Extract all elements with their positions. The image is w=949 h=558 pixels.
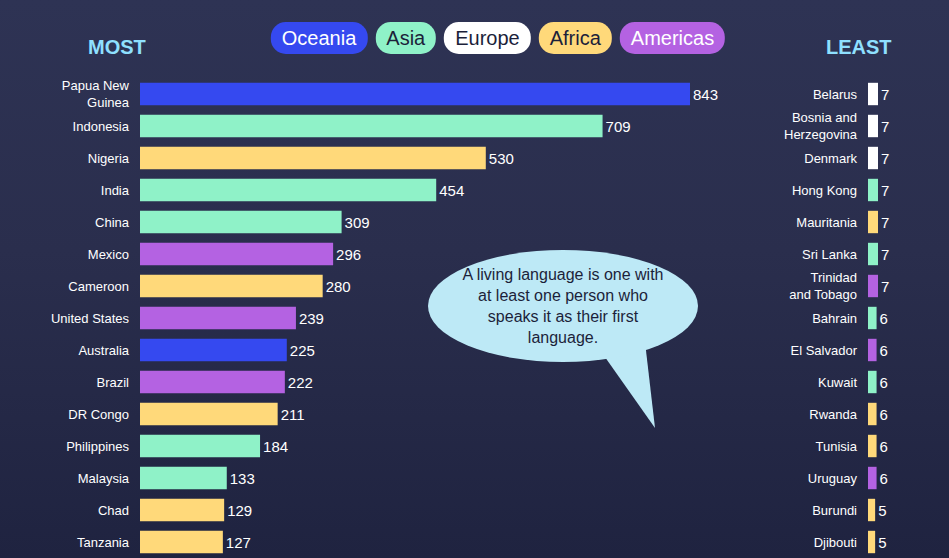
svg-text:5: 5 bbox=[878, 534, 886, 551]
svg-text:Cameroon: Cameroon bbox=[68, 279, 129, 294]
svg-text:7: 7 bbox=[881, 278, 889, 295]
svg-text:Trinidadand Tobago: Trinidadand Tobago bbox=[789, 270, 857, 302]
svg-text:India: India bbox=[101, 183, 130, 198]
svg-text:6: 6 bbox=[880, 438, 888, 455]
svg-text:El Salvador: El Salvador bbox=[791, 343, 858, 358]
svg-text:6: 6 bbox=[880, 406, 888, 423]
svg-text:Brazil: Brazil bbox=[96, 375, 129, 390]
svg-text:129: 129 bbox=[227, 502, 252, 519]
svg-text:7: 7 bbox=[881, 246, 889, 263]
svg-text:Mauritania: Mauritania bbox=[796, 215, 857, 230]
html-text:Asia: Asia bbox=[386, 27, 426, 49]
svg-text:Djibouti: Djibouti bbox=[814, 535, 857, 550]
svg-text:Belarus: Belarus bbox=[813, 87, 858, 102]
svg-text:225: 225 bbox=[290, 342, 315, 359]
svg-text:China: China bbox=[95, 215, 130, 230]
svg-text:5: 5 bbox=[878, 502, 886, 519]
html-text:MOST: MOST bbox=[88, 36, 146, 58]
svg-text:Hong Kong: Hong Kong bbox=[792, 183, 857, 198]
svg-text:Burundi: Burundi bbox=[812, 503, 857, 518]
svg-text:Bahrain: Bahrain bbox=[812, 311, 857, 326]
svg-text:Mexico: Mexico bbox=[88, 247, 129, 262]
svg-text:454: 454 bbox=[439, 182, 464, 199]
svg-text:7: 7 bbox=[881, 118, 889, 135]
svg-text:6: 6 bbox=[880, 342, 888, 359]
svg-text:Rwanda: Rwanda bbox=[809, 407, 857, 422]
html-text:Europe: Europe bbox=[455, 27, 520, 49]
svg-text:Nigeria: Nigeria bbox=[88, 151, 130, 166]
svg-text:7: 7 bbox=[881, 150, 889, 167]
html-text:Africa: Africa bbox=[549, 27, 601, 49]
svg-text:280: 280 bbox=[326, 278, 351, 295]
svg-text:184: 184 bbox=[263, 438, 288, 455]
svg-text:Papua NewGuinea: Papua NewGuinea bbox=[62, 78, 130, 110]
svg-text:6: 6 bbox=[880, 374, 888, 391]
svg-text:Sri Lanka: Sri Lanka bbox=[802, 247, 858, 262]
svg-text:Uruguay: Uruguay bbox=[808, 471, 858, 486]
svg-text:133: 133 bbox=[230, 470, 255, 487]
svg-text:309: 309 bbox=[345, 214, 370, 231]
svg-text:211: 211 bbox=[281, 406, 305, 423]
svg-text:7: 7 bbox=[881, 182, 889, 199]
svg-text:Denmark: Denmark bbox=[804, 151, 857, 166]
svg-text:Bosnia andHerzegovina: Bosnia andHerzegovina bbox=[784, 110, 858, 142]
svg-text:DR Congo: DR Congo bbox=[68, 407, 129, 422]
svg-text:843: 843 bbox=[693, 86, 718, 103]
svg-text:Philippines: Philippines bbox=[66, 439, 129, 454]
svg-text:7: 7 bbox=[881, 214, 889, 231]
svg-text:222: 222 bbox=[288, 374, 313, 391]
html-text:A living language is one with: A living language is one with at least o… bbox=[462, 266, 664, 346]
svg-text:6: 6 bbox=[880, 470, 888, 487]
svg-text:296: 296 bbox=[336, 246, 361, 263]
svg-text:709: 709 bbox=[606, 118, 631, 135]
svg-text:7: 7 bbox=[881, 86, 889, 103]
svg-text:Kuwait: Kuwait bbox=[818, 375, 857, 390]
html-text:Oceania: Oceania bbox=[281, 27, 357, 49]
html-text:Americas: Americas bbox=[630, 27, 715, 49]
svg-text:Chad: Chad bbox=[98, 503, 129, 518]
svg-text:530: 530 bbox=[489, 150, 514, 167]
svg-text:Tanzania: Tanzania bbox=[77, 535, 130, 550]
svg-text:Australia: Australia bbox=[78, 343, 129, 358]
svg-text:Malaysia: Malaysia bbox=[78, 471, 130, 486]
svg-text:Tunisia: Tunisia bbox=[816, 439, 858, 454]
svg-text:6: 6 bbox=[880, 310, 888, 327]
svg-text:Indonesia: Indonesia bbox=[73, 119, 130, 134]
html-text:LEAST: LEAST bbox=[826, 36, 892, 58]
svg-text:127: 127 bbox=[226, 534, 251, 551]
svg-text:239: 239 bbox=[299, 310, 324, 327]
svg-text:United States: United States bbox=[51, 311, 130, 326]
